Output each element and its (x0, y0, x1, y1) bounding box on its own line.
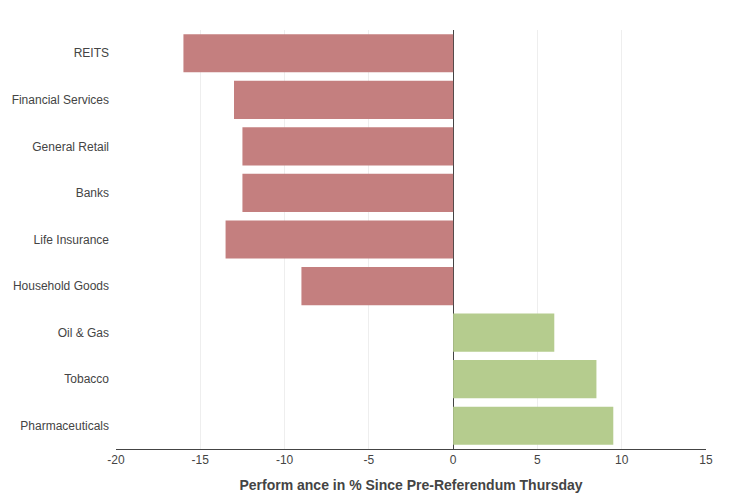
svg-text:Pharmaceuticals: Pharmaceuticals (20, 419, 109, 433)
svg-text:-20: -20 (107, 453, 125, 467)
svg-text:Perform ance in % Since Pre-Re: Perform ance in % Since Pre-Referendum T… (239, 477, 582, 493)
svg-text:REITS: REITS (74, 46, 109, 60)
svg-text:General Retail: General Retail (32, 140, 109, 154)
svg-text:Oil & Gas: Oil & Gas (58, 326, 109, 340)
svg-text:10: 10 (615, 453, 629, 467)
svg-text:5: 5 (534, 453, 541, 467)
svg-text:Banks: Banks (76, 186, 109, 200)
svg-text:Tobacco: Tobacco (64, 372, 109, 386)
svg-text:15: 15 (699, 453, 713, 467)
svg-text:-5: -5 (364, 453, 375, 467)
svg-text:Financial Services: Financial Services (12, 93, 109, 107)
svg-text:-10: -10 (276, 453, 294, 467)
svg-text:Household Goods: Household Goods (13, 279, 109, 293)
svg-text:Life Insurance: Life Insurance (34, 233, 110, 247)
svg-text:-15: -15 (192, 453, 210, 467)
svg-text:0: 0 (450, 453, 457, 467)
